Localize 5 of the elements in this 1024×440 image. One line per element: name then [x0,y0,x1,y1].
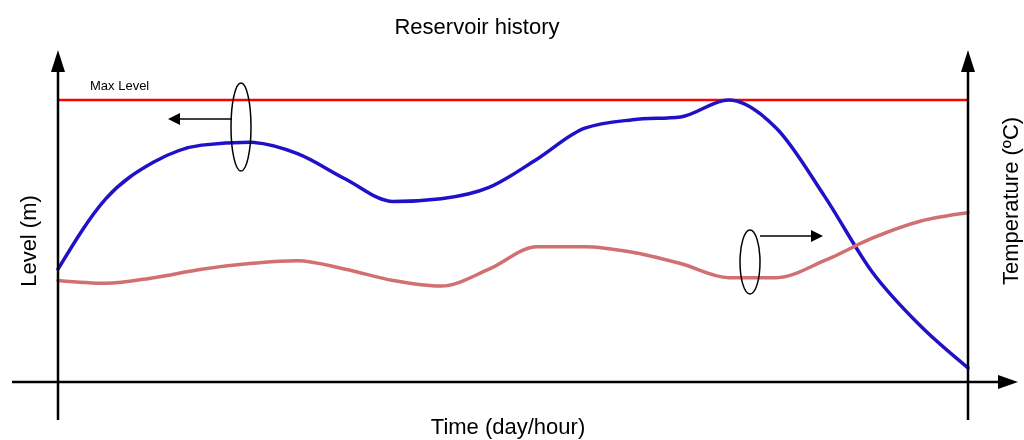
x-axis-title: Time (day/hour) [430,414,586,439]
y2-axis-title: Temperature (ºC) [998,116,1023,286]
chart-title: Reservoir history [394,14,560,39]
y-axis-title: Level (m) [16,195,41,287]
ref-line-label: Max Level [90,78,150,93]
